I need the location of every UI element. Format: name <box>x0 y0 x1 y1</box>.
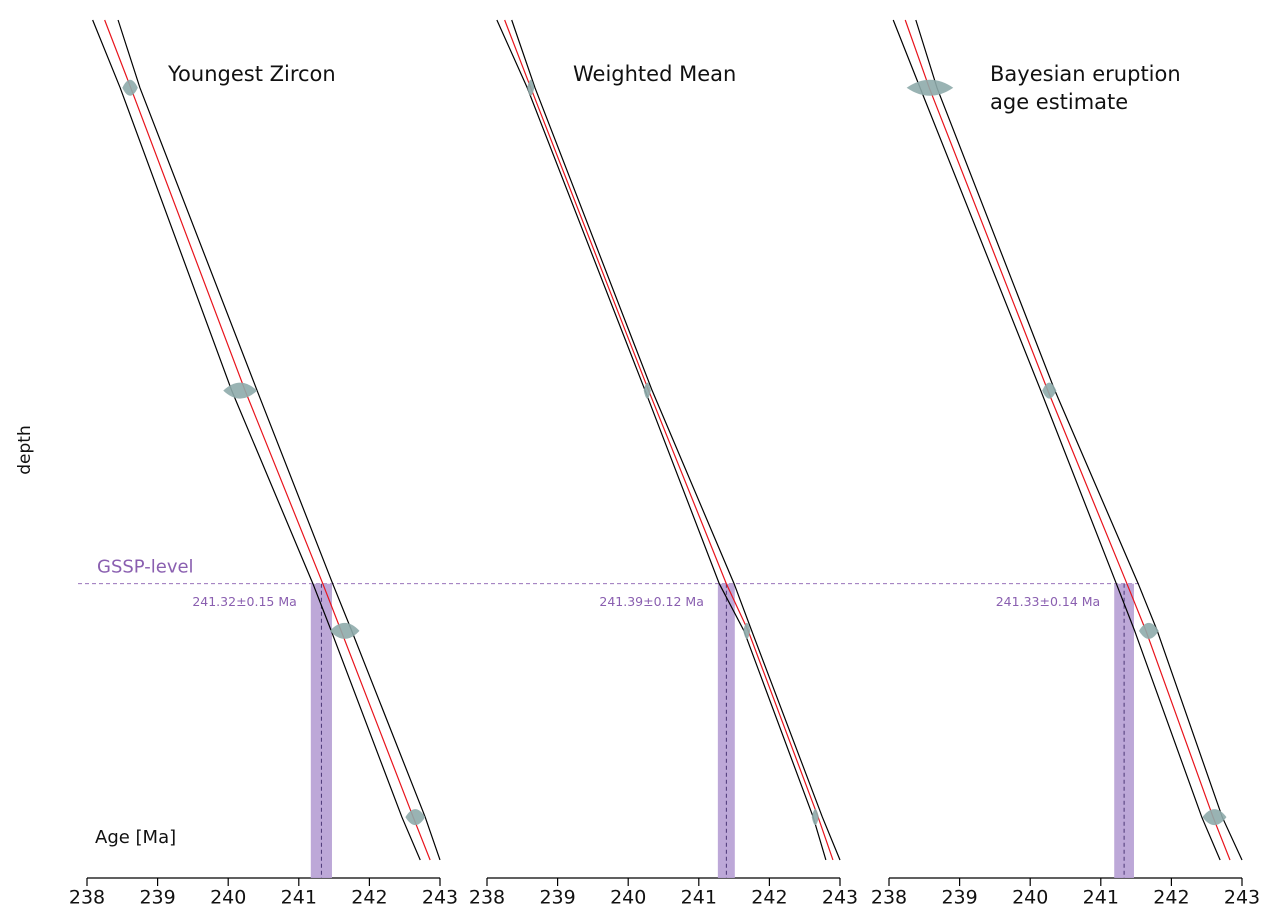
x-tick-label: 242 <box>351 887 387 906</box>
x-tick-label: 240 <box>610 887 646 906</box>
reference-label: GSSP-level <box>97 557 194 578</box>
x-tick-label: 243 <box>422 887 458 906</box>
bound-line <box>92 19 421 861</box>
sample-age <box>122 79 138 96</box>
median-line <box>904 19 1231 861</box>
x-tick-label: 239 <box>539 887 575 906</box>
x-tick-label: 240 <box>1012 887 1048 906</box>
panel-title: Bayesian eruption <box>990 62 1181 86</box>
x-tick-label: 241 <box>281 887 317 906</box>
y-axis-label: depth <box>15 425 35 474</box>
sample-age <box>223 382 258 399</box>
median-line <box>104 19 431 861</box>
sample-age <box>1138 622 1159 639</box>
x-tick-label: 242 <box>751 887 787 906</box>
sample-age <box>405 809 426 826</box>
x-tick-label: 243 <box>822 887 858 906</box>
age-label: 241.33±0.14 Ma <box>996 594 1100 609</box>
x-tick-label: 238 <box>469 887 505 906</box>
x-tick-label: 239 <box>139 887 175 906</box>
bound-line <box>117 19 441 861</box>
bound-line <box>496 19 827 861</box>
sample-age <box>643 382 651 399</box>
bound-line <box>511 19 841 861</box>
x-tick-label: 241 <box>681 887 717 906</box>
x-tick-label: 241 <box>1083 887 1119 906</box>
x-tick-label: 239 <box>941 887 977 906</box>
sample-age <box>811 809 819 826</box>
x-tick-label: 243 <box>1224 887 1260 906</box>
age-label: 241.39±0.12 Ma <box>599 594 703 609</box>
sample-age <box>329 622 360 639</box>
x-tick-label: 238 <box>871 887 907 906</box>
median-line <box>504 19 834 861</box>
bound-line <box>915 19 1243 861</box>
bound-line <box>892 19 1221 861</box>
sample-age <box>527 79 535 96</box>
age-label: 241.32±0.15 Ma <box>192 594 296 609</box>
sample-age <box>1042 382 1057 399</box>
sample-age <box>743 622 751 639</box>
x-tick-label: 242 <box>1153 887 1189 906</box>
x-axis-label: Age [Ma] <box>95 827 176 848</box>
panel-title: Youngest Zircon <box>167 62 336 86</box>
x-tick-label: 240 <box>210 887 246 906</box>
panel-title: age estimate <box>990 90 1128 114</box>
x-tick-label: 238 <box>69 887 105 906</box>
sample-age <box>1202 809 1227 826</box>
sample-age <box>906 79 954 96</box>
panel-title: Weighted Mean <box>573 62 736 86</box>
